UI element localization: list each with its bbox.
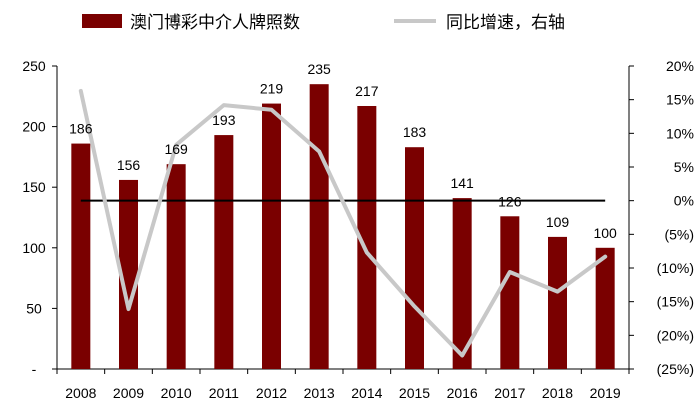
x-tick-label: 2018 <box>542 385 573 401</box>
left-axis-ticks: - 50 100 150 200 250 <box>22 58 57 377</box>
bar-value-label: 169 <box>164 141 188 157</box>
bar-value-label: 156 <box>117 157 141 173</box>
bar <box>262 103 281 370</box>
bar-series <box>71 84 615 370</box>
bar-value-label: 219 <box>260 81 284 97</box>
bar-data-labels: 186 156 169 193 219 235 217 183 141 126 109 100 <box>69 61 617 241</box>
left-tick-label: 200 <box>22 119 46 135</box>
x-tick-label: 2014 <box>351 385 382 401</box>
axes <box>56 66 630 370</box>
right-tick-label: 10% <box>666 125 694 141</box>
legend-label-bar: 澳门博彩中介人牌照数 <box>130 13 300 33</box>
x-tick-label: 2011 <box>209 385 239 401</box>
x-tick-label: 2008 <box>65 385 96 401</box>
bar <box>309 84 329 370</box>
x-tick-label: 2009 <box>113 385 144 401</box>
bar-value-label: 186 <box>69 121 93 137</box>
right-tick-label: (25%) <box>657 361 694 377</box>
bar-value-label: 193 <box>212 112 236 128</box>
bar <box>405 147 424 369</box>
bar <box>214 135 234 369</box>
left-tick-label: 250 <box>22 58 46 74</box>
x-tick-label: 2013 <box>304 385 335 401</box>
legend-label-line: 同比增速，右轴 <box>446 13 565 33</box>
left-tick-label: 150 <box>22 179 46 195</box>
bar <box>452 198 472 369</box>
left-tick-label: 100 <box>22 240 46 256</box>
bar <box>548 236 567 369</box>
bar <box>500 216 520 369</box>
legend-swatch-bar <box>82 14 122 28</box>
right-tick-label: 20% <box>666 58 694 74</box>
x-tick-label: 2019 <box>590 385 621 401</box>
bar-value-label: 141 <box>450 175 474 191</box>
right-tick-label: (10%) <box>657 260 694 276</box>
bar <box>71 143 91 369</box>
x-axis-labels: 2008 2009 2010 2011 2012 2013 2014 2015 2016 2017… <box>56 369 630 401</box>
bar <box>357 105 377 369</box>
right-tick-label: (5%) <box>664 226 694 242</box>
right-tick-label: 5% <box>674 159 694 175</box>
x-tick-label: 2012 <box>256 385 287 401</box>
bar-value-label: 100 <box>593 225 617 241</box>
bar-value-label: 235 <box>307 61 331 77</box>
bar-value-label: 109 <box>546 214 570 230</box>
bar-value-label: 217 <box>355 83 379 99</box>
growth-line-series <box>78 88 608 358</box>
bar <box>119 179 138 369</box>
x-tick-label: 2015 <box>399 385 430 401</box>
right-tick-label: (15%) <box>657 294 694 310</box>
right-axis-ticks: (25%) (20%) (15%) (10%) (5%) 0% 5% 10% 15% 20% <box>629 58 694 377</box>
legend: 澳门博彩中介人牌照数 同比增速，右轴 <box>82 13 565 33</box>
right-tick-label: 15% <box>666 92 694 108</box>
bar-value-label: 183 <box>403 124 427 140</box>
bar-value-label: 126 <box>498 193 522 209</box>
x-tick-label: 2017 <box>494 385 525 401</box>
x-tick-label: 2016 <box>447 385 478 401</box>
bar <box>166 164 186 369</box>
left-tick-label: - <box>32 361 37 377</box>
right-tick-label: (20%) <box>657 327 694 343</box>
bar <box>595 247 615 369</box>
left-tick-label: 50 <box>26 300 42 316</box>
growth-line <box>78 88 608 358</box>
right-tick-label: 0% <box>674 193 694 209</box>
x-tick-label: 2010 <box>161 385 192 401</box>
